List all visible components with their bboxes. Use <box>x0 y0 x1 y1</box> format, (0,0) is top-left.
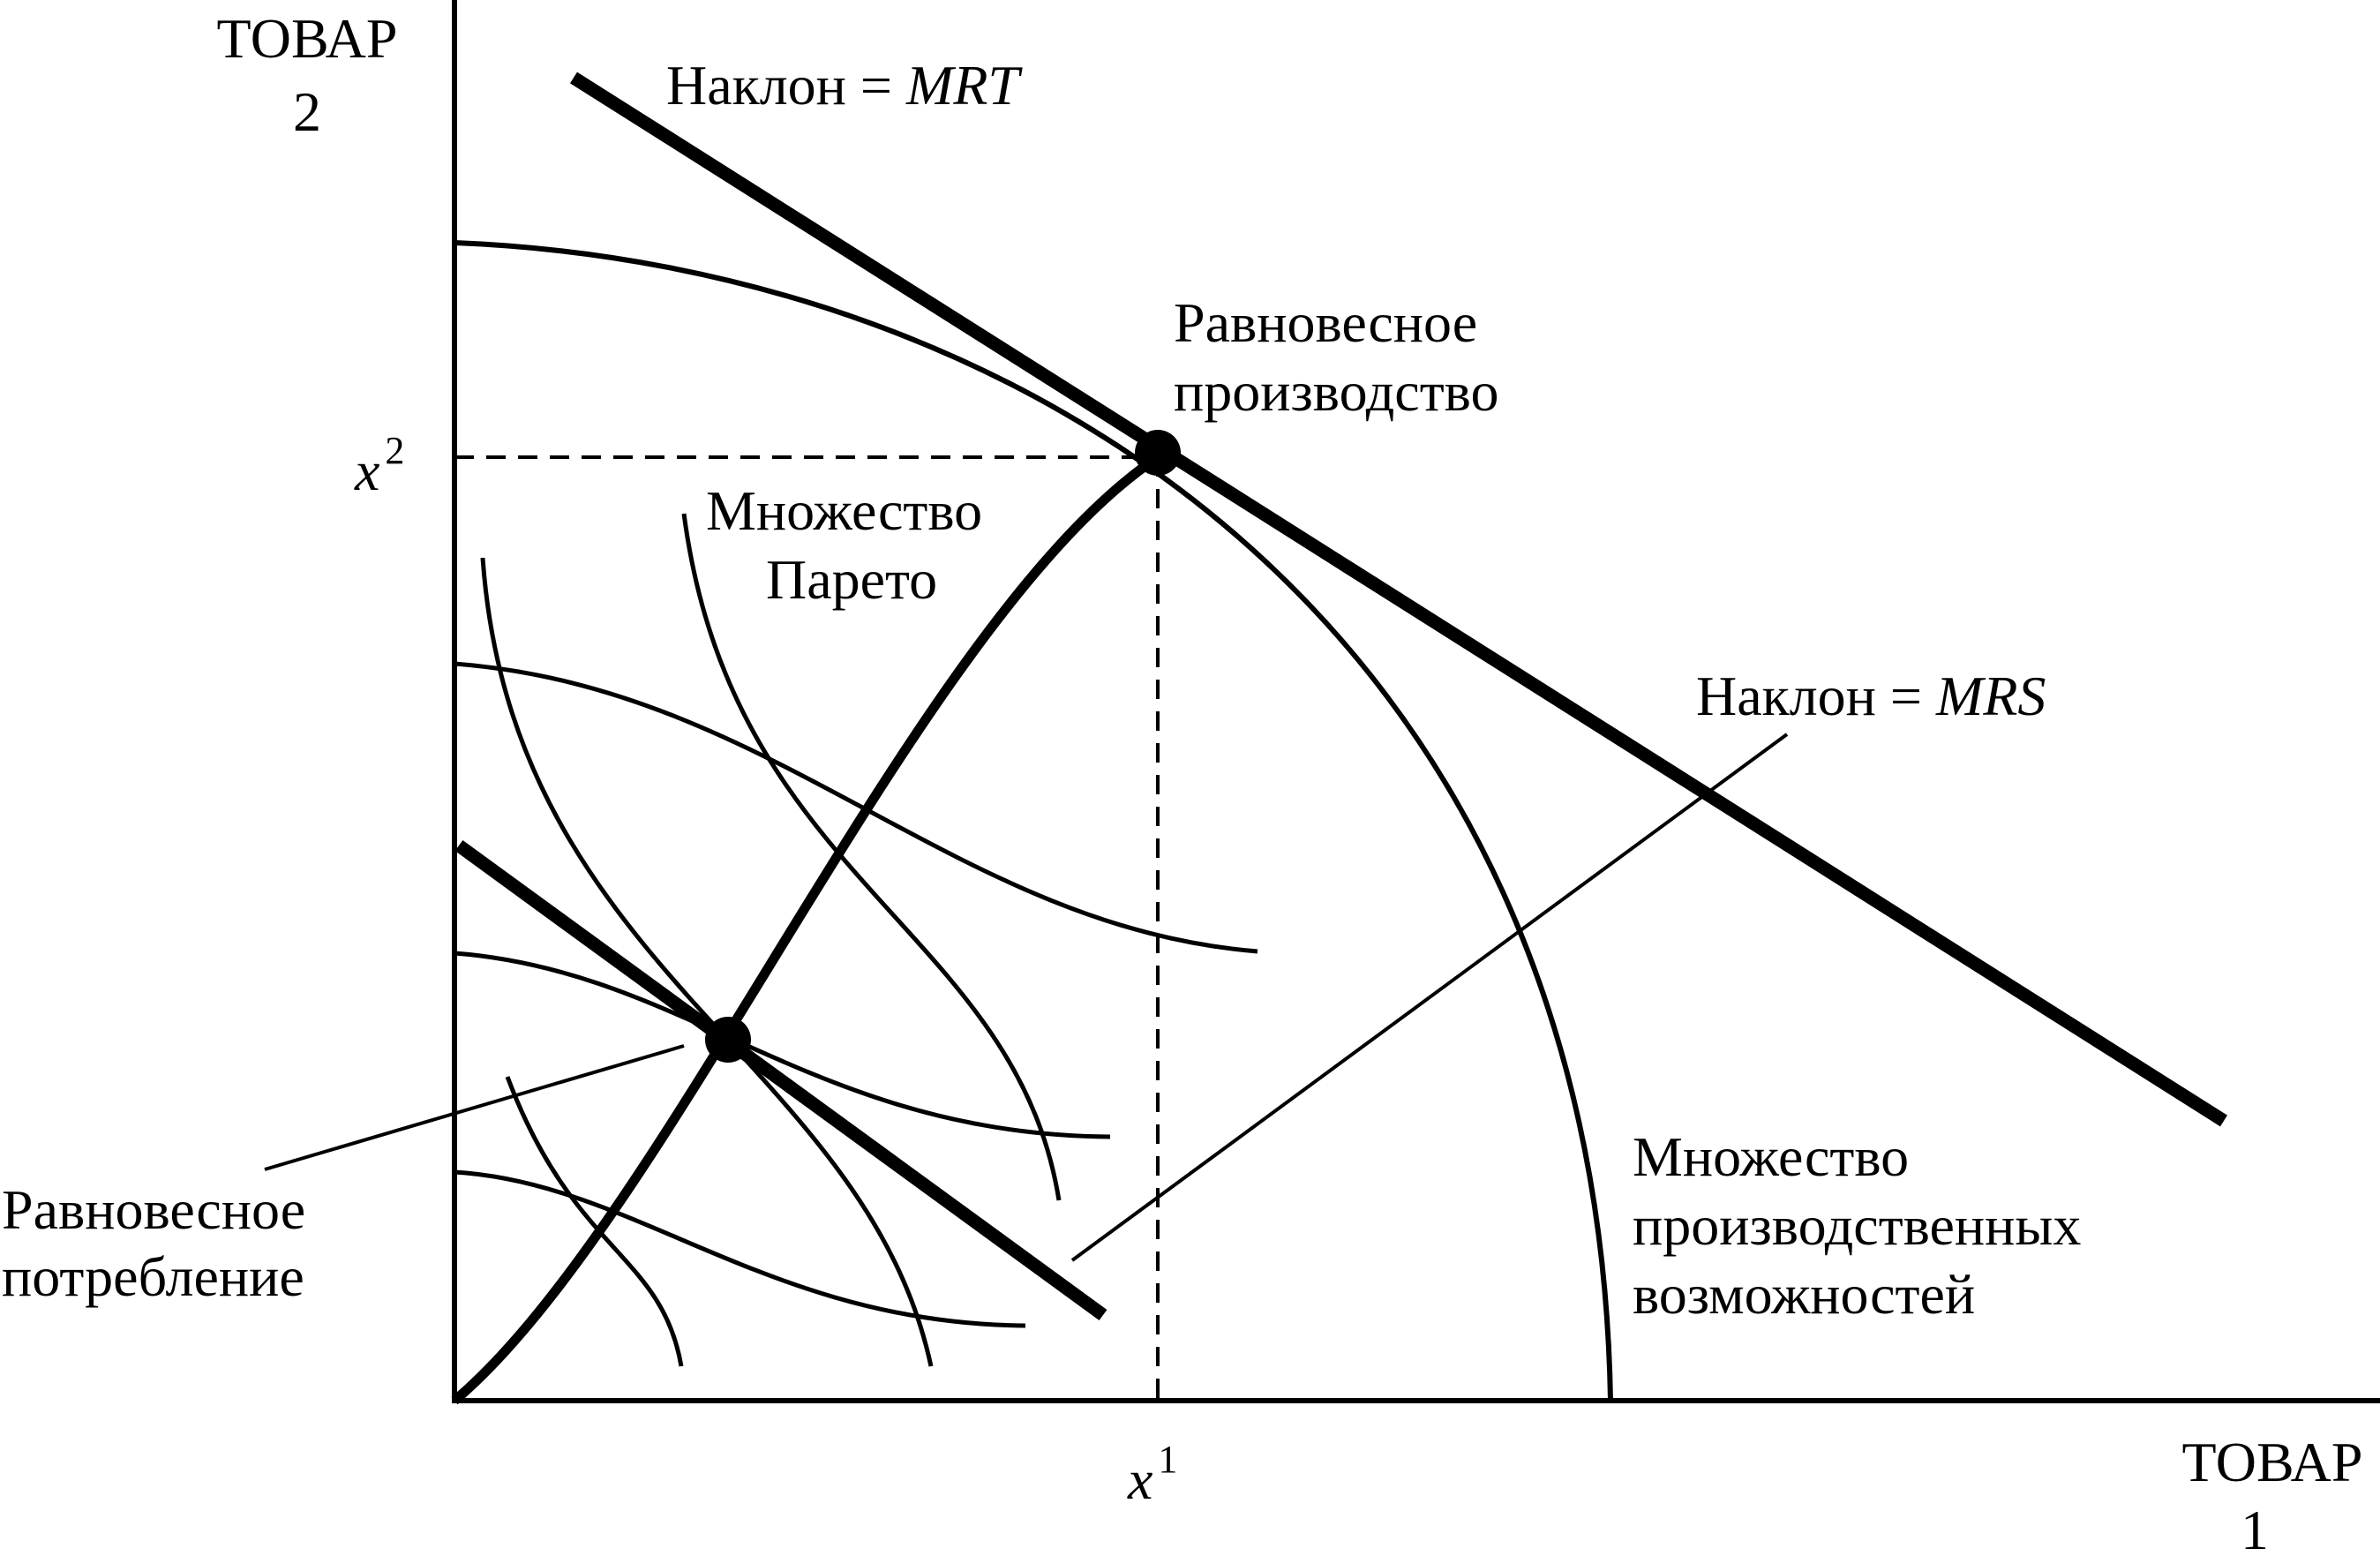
ppf-label: Множество <box>1633 1125 1909 1188</box>
indifference-curve <box>454 951 1111 1139</box>
equilibrium-production-point <box>1135 430 1181 476</box>
x-axis-label-number: 1 <box>2241 1499 2269 1552</box>
pareto-set-curve <box>451 453 1161 1405</box>
mrt-slope-line <box>569 71 2228 1127</box>
indifference-curve-other <box>480 557 934 1367</box>
mrs-label-leader <box>1070 733 1789 1262</box>
indifference-curve-other <box>681 513 1062 1201</box>
x-axis-label: ТОВАР <box>2182 1431 2363 1493</box>
indifference-curve <box>454 1169 1026 1328</box>
pareto-set-label-line2: Парето <box>766 548 937 611</box>
indifference-curve <box>454 661 1258 954</box>
mrs-slope-line <box>454 839 1107 1321</box>
slope-mrt-label: Наклон = MRT <box>666 54 1023 117</box>
y-axis-label-number: 2 <box>293 80 321 143</box>
equilibrium-production-label: Равновесное <box>1174 291 1477 354</box>
ppf-label-line2: производственных <box>1633 1194 2081 1257</box>
slope-mrs-label: Наклон = MRS <box>1696 665 2046 727</box>
equilibrium-consumption-point <box>705 1017 751 1063</box>
ppf-label-line3: возможностей <box>1633 1263 1975 1326</box>
production-possibilities-curve <box>454 240 1613 1402</box>
equilibrium-production-label-line2: производство <box>1174 360 1498 423</box>
indifference-curve-other <box>505 1076 684 1367</box>
y-axis-label: ТОВАР <box>217 7 398 70</box>
equilibrium-consumption-label: Равновесное <box>2 1178 305 1241</box>
equilibrium-consumption-label-line2: потребление <box>2 1245 304 1308</box>
pareto-set-label: Множество <box>706 479 982 542</box>
equilibrium-consumption-leader <box>264 1044 685 1171</box>
